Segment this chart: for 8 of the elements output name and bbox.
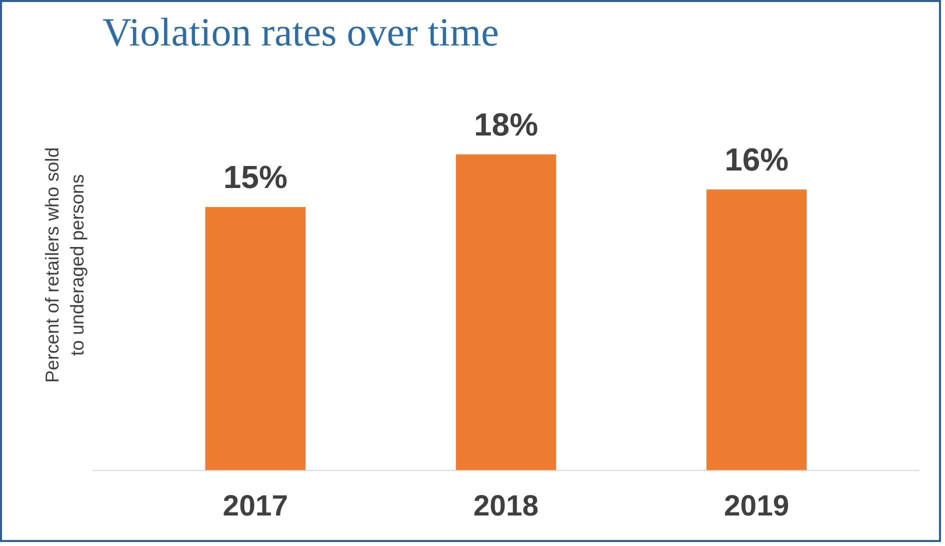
x-tick-label: 2018 bbox=[473, 490, 539, 522]
x-tick-label: 2017 bbox=[222, 490, 288, 522]
data-label: 15% bbox=[223, 159, 288, 196]
data-label: 16% bbox=[724, 141, 789, 178]
y-axis-title: Percent of retailers who sold to underaged persons bbox=[41, 147, 88, 383]
data-label: 18% bbox=[474, 106, 538, 142]
x-tick-label: 2019 bbox=[724, 490, 790, 522]
chart-title: Violation rates over time bbox=[102, 10, 499, 54]
